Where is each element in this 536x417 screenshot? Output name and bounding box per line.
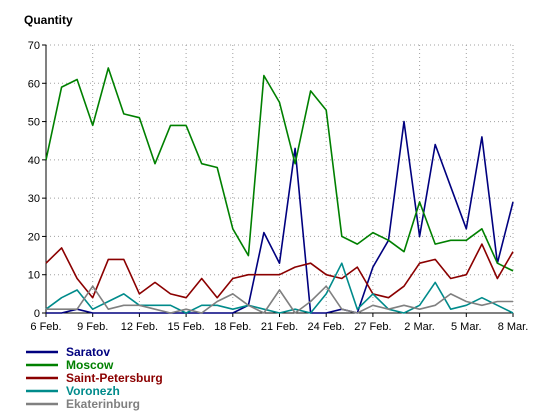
- y-tick-label: 30: [28, 193, 40, 205]
- legend-label: Voronezh: [66, 384, 120, 398]
- x-tick-label: 24 Feb.: [308, 321, 345, 333]
- legend-label: Ekaterinburg: [66, 397, 140, 411]
- y-axis-title: Quantity: [24, 13, 73, 27]
- y-tick-label: 0: [34, 308, 40, 320]
- x-tick-labels: 6 Feb. 9 Feb. 12 Feb. 15 Feb. 18 Feb. 21 Feb.…: [30, 321, 528, 333]
- series-line-voronezh: [45, 262, 514, 314]
- series-line-moscow: [45, 67, 514, 272]
- x-tick-label: 6 Feb.: [30, 321, 61, 333]
- legend-label: Saint-Petersburg: [66, 371, 163, 385]
- y-tick-label: 50: [28, 117, 40, 129]
- x-tick-label: 27 Feb.: [354, 321, 391, 333]
- x-tick-label: 9 Feb.: [77, 321, 108, 333]
- series-line-saint-petersburg: [45, 243, 514, 299]
- x-tick-label: 8 Mar.: [498, 321, 529, 333]
- grid-lines: [46, 44, 514, 313]
- x-tick-label: 2 Mar.: [404, 321, 435, 333]
- y-tick-label: 10: [28, 270, 40, 282]
- x-tick-label: 5 Mar.: [451, 321, 482, 333]
- y-tick-label: 70: [28, 40, 40, 52]
- x-tick-label: 15 Feb.: [167, 321, 204, 333]
- y-tick-label: 40: [28, 155, 40, 167]
- series-line-ekaterinburg: [46, 285, 513, 314]
- x-tick-label: 12 Feb.: [121, 321, 158, 333]
- legend-label: Saratov: [66, 345, 110, 359]
- y-tick-label: 20: [28, 231, 40, 243]
- y-tick-labels: 0 10 20 30 40 50 60 70: [28, 40, 40, 320]
- legend: SaratovMoscowSaint-PetersburgVoronezhEka…: [26, 345, 163, 411]
- axes: [42, 44, 514, 317]
- series-line-saratov: [46, 120, 514, 314]
- y-tick-label: 60: [28, 78, 40, 90]
- series-lines: [45, 67, 514, 314]
- x-tick-label: 21 Feb.: [261, 321, 298, 333]
- legend-label: Moscow: [66, 358, 114, 372]
- x-tick-label: 18 Feb.: [214, 321, 251, 333]
